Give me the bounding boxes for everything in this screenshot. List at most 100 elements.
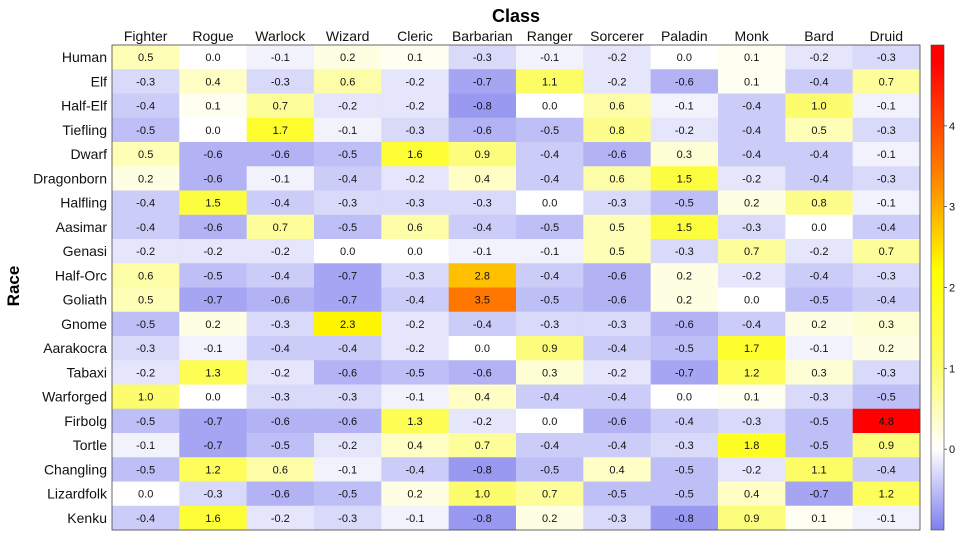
cell-value-label: 1.0 [475,489,490,501]
cell-value-label: 0.5 [138,295,153,307]
cell-value-label: -0.6 [608,270,627,282]
heatmap-cell [785,45,853,70]
cell-value-label: -0.3 [675,246,694,258]
cell-value-label: 0.7 [542,489,557,501]
heatmap-cell [179,433,247,458]
heatmap-cell [179,287,247,313]
cell-value-label: -0.7 [338,295,357,307]
cell-value-label: -0.5 [675,198,694,210]
cell-value-label: 0.0 [542,101,557,113]
heatmap-cell [785,360,853,385]
y-tick-labels: Human Elf Half-Elf Tiefling Dwarf Dragonborn H… [33,49,108,526]
heatmap-cell [650,142,719,167]
heatmap-cell [785,117,853,143]
heatmap-cell [448,117,517,143]
heatmap-cell [246,408,315,434]
cell-value-label: 0.1 [407,52,422,64]
cell-value-label: 0.7 [475,440,490,452]
heatmap-cell [718,457,786,482]
cell-value-label: 0.0 [677,392,692,404]
cell-value-label: -0.2 [742,173,761,185]
cell-value-label: 1.7 [744,343,759,355]
heatmap-cell [381,336,449,361]
heatmap-cell [448,384,517,410]
heatmap-cell [718,142,786,167]
heatmap-cell [381,239,449,264]
cell-value-label: -0.3 [810,392,829,404]
heatmap-cell [852,45,921,70]
cell-value-label: -0.4 [540,392,559,404]
heatmap-cell [650,190,719,216]
cell-value-label: -0.4 [877,464,896,476]
heatmap-cell [852,505,921,531]
x-tick-label: Sorcerer [590,28,644,44]
cell-value-label: -0.6 [473,367,492,379]
cell-value-label: 0.2 [542,513,557,525]
heatmap-cell [112,166,180,191]
cell-value-label: -0.4 [877,295,896,307]
cell-value-label: 0.6 [609,173,624,185]
y-tick-label: Kenku [67,510,107,526]
x-tick-label: Monk [735,28,770,44]
heatmap-cell [381,142,449,167]
cell-value-label: -0.3 [204,489,223,501]
heatmap-cell [718,408,786,434]
cell-value-label: -0.4 [742,149,761,161]
cell-value-label: -0.7 [204,295,223,307]
heatmap-cell [314,287,382,313]
cell-value-label: 0.1 [744,392,759,404]
heatmap-cell [852,457,921,482]
heatmap-cell [448,311,517,337]
heatmap-cell [852,408,921,434]
cell-value-label: -0.1 [877,513,896,525]
cell-value-label: -0.2 [406,319,425,331]
cell-value-label: -0.6 [675,76,694,88]
cell-value-label: -0.2 [204,246,223,258]
cell-value-label: -0.4 [810,270,829,282]
heatmap-cell [583,481,651,507]
cell-value-label: -0.1 [540,246,559,258]
cell-value-label: -0.4 [810,149,829,161]
cell-value-label: -0.3 [608,319,627,331]
heatmap-cell [112,384,180,410]
heatmap-cell [785,505,853,531]
cell-value-label: 0.3 [542,367,557,379]
heatmap-cell [314,336,382,361]
cell-value-label: 0.3 [811,367,826,379]
cell-value-label: 0.1 [205,101,220,113]
cell-value-label: -0.3 [675,440,694,452]
heatmap-cell [516,69,584,94]
cell-value-label: -0.4 [338,343,357,355]
cell-value-label: 1.3 [205,367,220,379]
cell-value-label: 1.0 [138,392,153,404]
cell-value-label: -0.2 [406,343,425,355]
cell-value-label: -0.2 [338,101,357,113]
heatmap-cell [785,69,853,94]
heatmap-cell [718,239,786,264]
cell-value-label: 0.6 [138,270,153,282]
cell-value-label: 3.5 [475,295,490,307]
cell-value-label: -0.5 [338,149,357,161]
cell-value-label: -0.3 [406,125,425,137]
y-tick-label: Changling [44,461,107,477]
y-tick-label: Dwarf [70,146,107,162]
heatmap-cell [650,360,719,385]
heatmap-cell [583,45,651,70]
heatmap-cell [381,214,449,240]
cell-value-label: 0.6 [609,101,624,113]
cell-value-label: -0.3 [271,76,290,88]
heatmap-cell [785,239,853,264]
cell-value-label: -0.2 [742,270,761,282]
heatmap-cell [785,190,853,216]
cell-value-label: -0.5 [810,416,829,428]
heatmap-cell [516,408,584,434]
heatmap-cell [583,239,651,264]
cell-value-label: -0.3 [877,173,896,185]
heatmap-cell [381,117,449,143]
heatmap-cells: 0.5 0.0 -0.1 0.2 0.1 -0.3 -0.1 -0.2 0.0 0.1 -0.2 -0… [112,45,921,531]
cell-value-label: -0.3 [877,270,896,282]
heatmap-cell [785,166,853,191]
cell-value-label: -0.3 [136,76,155,88]
heatmap-cell [785,263,853,288]
